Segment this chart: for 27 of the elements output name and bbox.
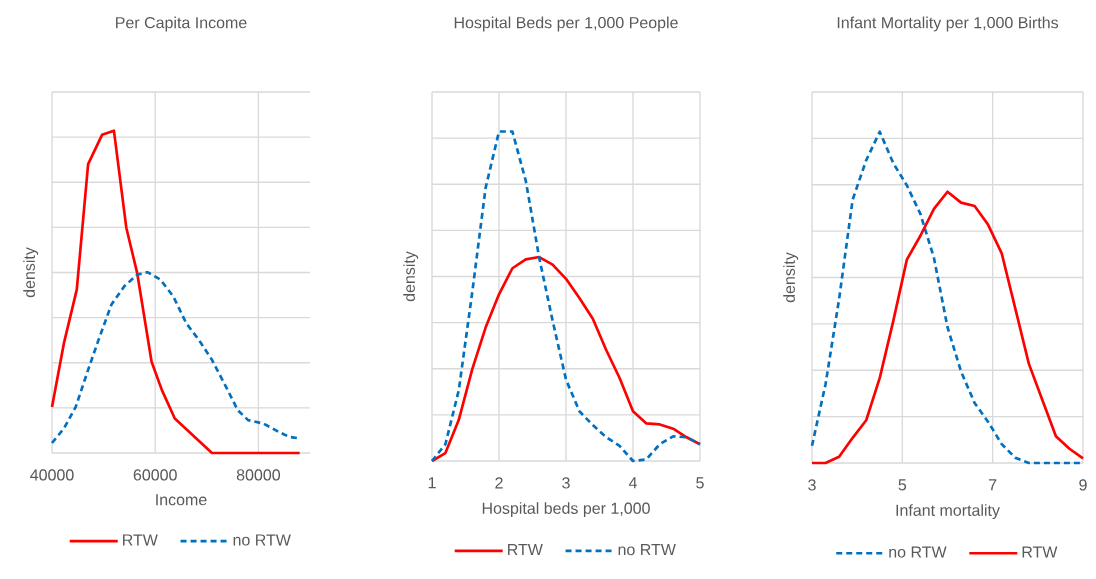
x-axis-title: Hospital beds per 1,000: [482, 502, 650, 518]
x-tick-label: 2: [495, 477, 503, 489]
chart-title: Infant Mortality per 1,000 Births: [837, 16, 1059, 32]
x-tick-label: 5: [898, 479, 907, 491]
x-tick-label: 5: [696, 477, 704, 489]
legend-label: RTW: [1022, 546, 1058, 558]
x-tick-label: 3: [808, 479, 816, 491]
x-tick-label: 80000: [236, 469, 281, 481]
y-axis-title: density: [783, 252, 799, 303]
x-tick-label: 60000: [133, 469, 177, 481]
legend-label: no RTW: [889, 546, 947, 558]
x-axis-title: Infant mortality: [896, 504, 1000, 520]
x-tick-label: 7: [989, 479, 997, 491]
x-tick-label: 4: [628, 477, 637, 489]
x-tick-label: 40000: [30, 469, 74, 481]
chart-title: Hospital Beds per 1,000 People: [454, 16, 678, 32]
chart-title: Per Capita Income: [116, 16, 247, 32]
legend-label: no RTW: [233, 534, 291, 546]
x-axis-title: Income: [156, 494, 207, 506]
legend-label: RTW: [123, 534, 158, 546]
y-axis-title: density: [23, 247, 39, 298]
legend-label: RTW: [508, 544, 543, 556]
x-tick-label: 1: [428, 477, 436, 489]
x-tick-label: 9: [1079, 479, 1087, 491]
legend-label: no RTW: [618, 544, 676, 556]
x-tick-label: 3: [562, 477, 570, 489]
y-axis-title: density: [403, 251, 419, 302]
